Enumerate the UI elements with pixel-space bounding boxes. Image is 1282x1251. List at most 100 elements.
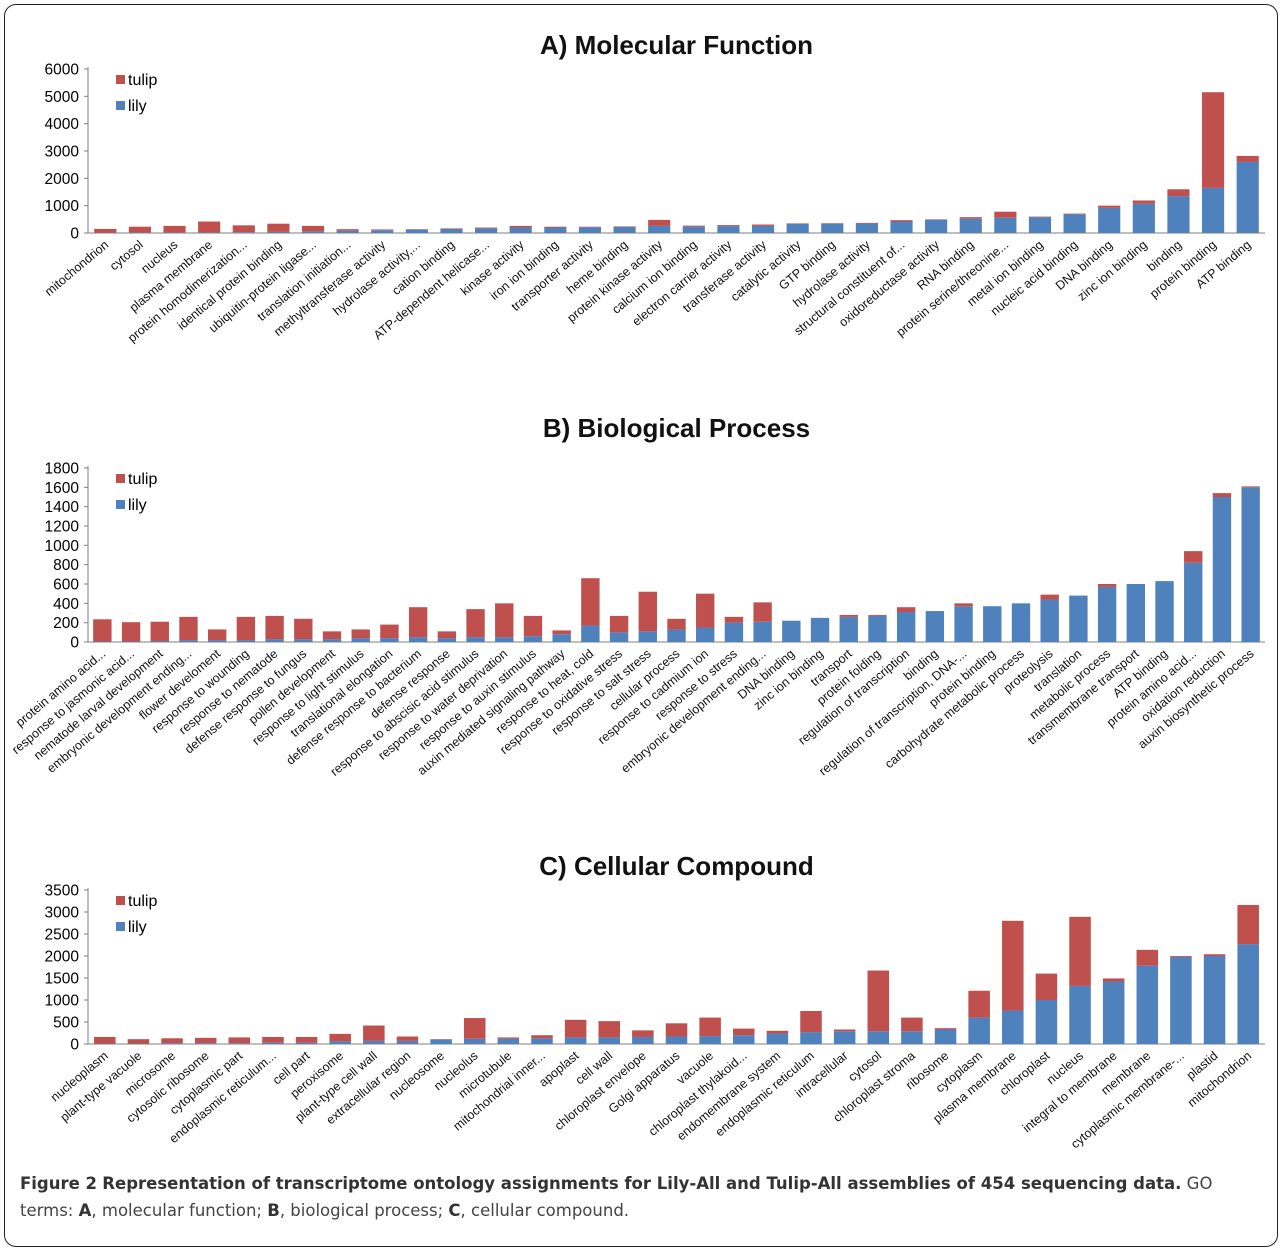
caption-a-text: , molecular function; [91,1201,268,1220]
bar-tulip [786,223,809,224]
bar-tulip [531,1035,553,1039]
bar-tulip [1028,216,1052,218]
bar-lily [1102,981,1125,1044]
bar-tulip [351,629,370,639]
bar-lily [232,232,255,233]
bar-tulip [564,1019,587,1038]
bar-lily [732,1035,755,1044]
bar-lily [161,1043,183,1044]
figure-caption: Figure 2 Representation of transcriptome… [20,1170,1270,1224]
bar-tulip [925,219,948,220]
bar-tulip [1167,189,1190,197]
bar-tulip [968,990,990,1018]
bar-tulip [609,615,629,633]
y-tick-label: 800 [53,557,79,574]
bar-tulip [751,224,775,226]
bar-tulip [94,228,117,233]
bar-tulip [855,222,878,224]
bar-lily [475,228,498,233]
bar-tulip [121,622,141,642]
bar-lily [463,1038,486,1044]
bar-lily [363,1040,385,1044]
bar-lily [821,223,844,233]
bar-tulip [699,1017,721,1037]
bar-tulip [682,225,705,227]
bar-tulip [581,578,600,626]
bar-tulip [262,1036,284,1043]
bar-lily [1155,581,1174,642]
bar-lily [1236,161,1259,233]
bar-lily [682,226,705,233]
bar-lily [1040,599,1059,642]
y-tick-label: 1600 [45,480,80,497]
bar-lily [495,637,514,642]
bar-tulip [833,1029,856,1032]
bar-lily [609,632,629,642]
y-tick-label: 2000 [45,171,80,188]
bar-tulip [766,1030,789,1034]
chart-panel-3: C) Cellular Compound 0 500 1000 1500 2000 2500… [45,851,1265,1151]
bar-lily [564,1037,587,1044]
bar-lily [581,625,600,642]
bar-lily [983,606,1002,642]
caption-b-text: , biological process; [279,1201,449,1220]
bar-lily [1069,595,1088,642]
bar-lily [430,1039,452,1044]
bar-tulip [1002,920,1024,1011]
chart-panel-2: B) Biological Process 0 200 400 600 800 1000 12… [9,413,1265,779]
caption-label: Figure 2 [20,1174,98,1193]
legend-label-tulip: tulip [128,471,157,488]
bar-lily [868,615,887,642]
legend-swatch-lily [116,922,125,931]
bar-lily [322,639,342,642]
bar-lily [1170,956,1192,1044]
bar-tulip [163,225,186,233]
bar-lily [198,232,221,233]
bar-tulip [578,226,602,228]
y-tick-label: 500 [53,1015,79,1032]
legend-label-tulip: tulip [128,72,157,89]
bar-lily [1126,584,1146,642]
bar-tulip [1136,949,1159,966]
bar-tulip [821,223,844,224]
legend-label-tulip: tulip [128,893,157,910]
bar-tulip [509,225,532,228]
bar-tulip [665,1023,688,1037]
bar-lily [301,231,325,233]
y-tick-label: 1000 [45,993,80,1010]
bar-tulip [1203,954,1226,956]
bar-tulip [724,616,744,623]
chart-title: B) Biological Process [543,413,810,443]
y-tick-label: 1000 [45,538,80,555]
legend-swatch-tulip [116,75,125,84]
bar-tulip [495,603,514,638]
bar-tulip [405,229,428,230]
bar-tulip [265,615,284,640]
bar-lily [867,1031,890,1044]
bar-tulip [1097,584,1117,587]
bar-lily [194,1043,217,1044]
bar-lily [1063,214,1086,233]
bar-lily [1184,562,1203,642]
bar-lily [228,1043,251,1044]
bar-lily [150,641,169,642]
legend-label-lily: lily [128,98,147,115]
bar-lily [405,229,428,233]
bar-lily [1201,187,1225,233]
caption-c-letter: C [448,1201,461,1220]
bar-tulip [440,228,463,229]
caption-b-letter: B [267,1201,280,1220]
bar-lily [1237,944,1259,1044]
bar-tulip [954,603,973,607]
legend-swatch-lily [116,101,125,110]
bar-tulip [901,1017,923,1032]
bar-lily [1035,1000,1058,1044]
y-tick-label: 200 [53,615,79,632]
bar-tulip [934,1028,957,1030]
bar-tulip [613,226,636,227]
bar-lily [632,1036,654,1044]
y-tick-label: 1400 [45,499,80,516]
bar-tulip [1170,956,1192,957]
bar-tulip [161,1038,183,1044]
bar-lily [207,640,227,642]
